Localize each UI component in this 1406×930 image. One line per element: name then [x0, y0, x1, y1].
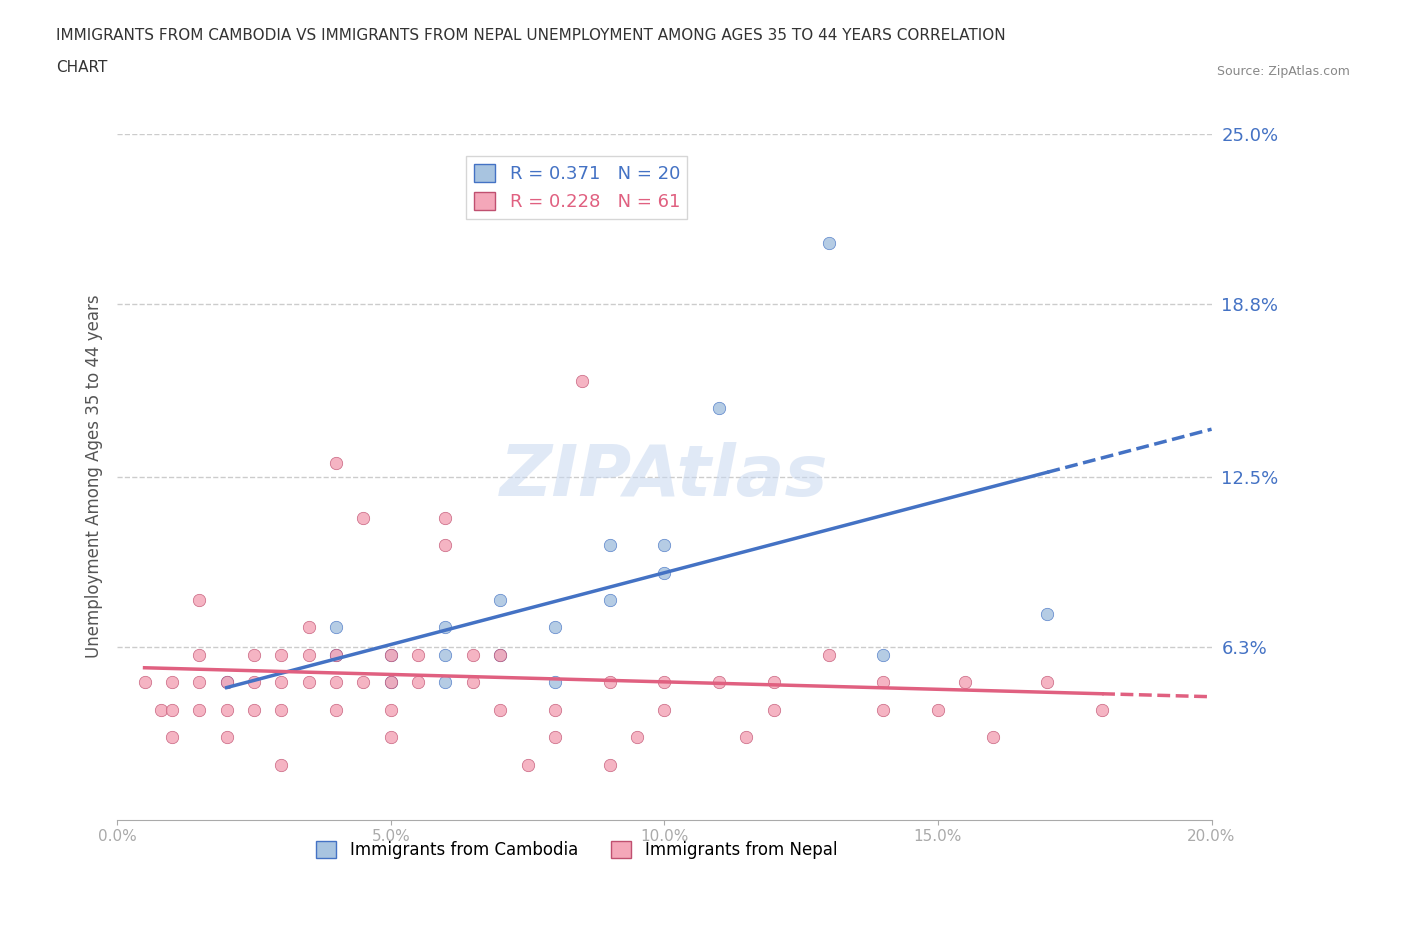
Point — [927, 702, 949, 717]
Point — [325, 647, 347, 662]
Point — [544, 730, 567, 745]
Point — [599, 592, 621, 607]
Point — [872, 702, 894, 717]
Point — [298, 675, 321, 690]
Point — [325, 620, 347, 635]
Point — [380, 647, 402, 662]
Point — [188, 702, 211, 717]
Point — [626, 730, 648, 745]
Point — [298, 647, 321, 662]
Point — [149, 702, 172, 717]
Legend: Immigrants from Cambodia, Immigrants from Nepal: Immigrants from Cambodia, Immigrants fro… — [309, 834, 844, 866]
Point — [489, 702, 512, 717]
Point — [243, 647, 266, 662]
Point — [380, 675, 402, 690]
Point — [544, 620, 567, 635]
Point — [544, 675, 567, 690]
Text: CHART: CHART — [56, 60, 108, 75]
Point — [434, 675, 457, 690]
Text: Source: ZipAtlas.com: Source: ZipAtlas.com — [1216, 65, 1350, 78]
Point — [243, 702, 266, 717]
Point — [325, 702, 347, 717]
Point — [325, 647, 347, 662]
Point — [817, 647, 839, 662]
Point — [707, 675, 730, 690]
Point — [817, 236, 839, 251]
Point — [1036, 675, 1059, 690]
Point — [599, 757, 621, 772]
Point — [434, 620, 457, 635]
Point — [489, 647, 512, 662]
Point — [380, 647, 402, 662]
Point — [489, 647, 512, 662]
Point — [160, 730, 183, 745]
Point — [380, 675, 402, 690]
Point — [516, 757, 538, 772]
Point — [1091, 702, 1114, 717]
Point — [654, 702, 676, 717]
Point — [160, 675, 183, 690]
Point — [160, 702, 183, 717]
Point — [1036, 606, 1059, 621]
Point — [406, 675, 429, 690]
Point — [489, 592, 512, 607]
Point — [434, 538, 457, 552]
Point — [461, 675, 484, 690]
Point — [134, 675, 156, 690]
Point — [599, 675, 621, 690]
Point — [654, 565, 676, 580]
Point — [270, 757, 292, 772]
Point — [298, 620, 321, 635]
Point — [406, 647, 429, 662]
Point — [352, 511, 374, 525]
Point — [188, 675, 211, 690]
Point — [872, 647, 894, 662]
Point — [215, 702, 238, 717]
Point — [243, 675, 266, 690]
Point — [434, 511, 457, 525]
Text: ZIPAtlas: ZIPAtlas — [501, 442, 828, 512]
Point — [872, 675, 894, 690]
Point — [571, 373, 593, 388]
Point — [325, 675, 347, 690]
Point — [654, 538, 676, 552]
Point — [955, 675, 977, 690]
Point — [215, 675, 238, 690]
Point — [434, 647, 457, 662]
Point — [380, 702, 402, 717]
Point — [981, 730, 1004, 745]
Point — [599, 538, 621, 552]
Point — [270, 647, 292, 662]
Y-axis label: Unemployment Among Ages 35 to 44 years: Unemployment Among Ages 35 to 44 years — [86, 295, 103, 658]
Point — [352, 675, 374, 690]
Text: IMMIGRANTS FROM CAMBODIA VS IMMIGRANTS FROM NEPAL UNEMPLOYMENT AMONG AGES 35 TO : IMMIGRANTS FROM CAMBODIA VS IMMIGRANTS F… — [56, 28, 1005, 43]
Point — [188, 647, 211, 662]
Point — [215, 675, 238, 690]
Point — [325, 456, 347, 471]
Point — [762, 675, 785, 690]
Point — [270, 702, 292, 717]
Point — [544, 702, 567, 717]
Point — [380, 730, 402, 745]
Point — [762, 702, 785, 717]
Point — [461, 647, 484, 662]
Point — [654, 675, 676, 690]
Point — [188, 592, 211, 607]
Point — [707, 401, 730, 416]
Point — [735, 730, 758, 745]
Point — [270, 675, 292, 690]
Point — [215, 730, 238, 745]
